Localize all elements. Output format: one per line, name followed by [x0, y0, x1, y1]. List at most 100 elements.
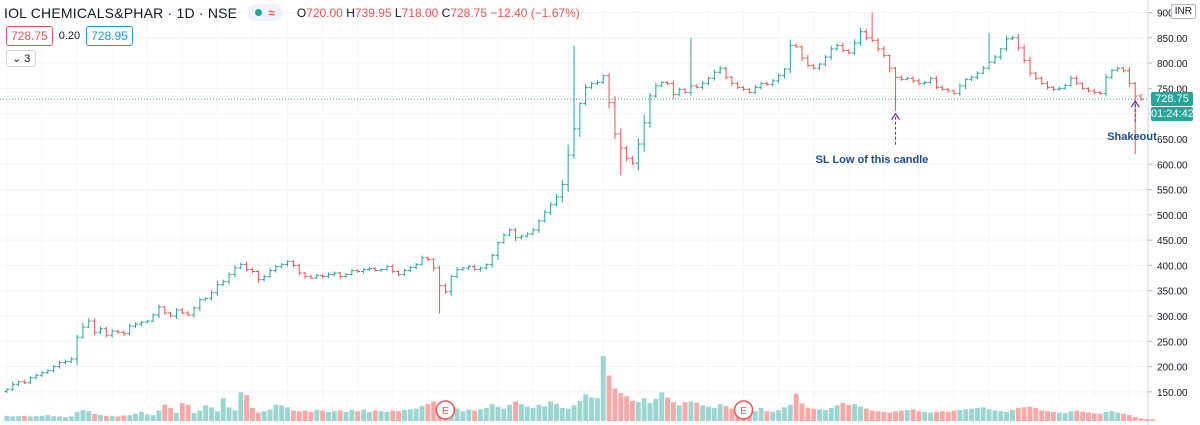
volume-bar [513, 401, 518, 421]
volume-bar [577, 400, 583, 421]
volume-bar [524, 406, 530, 421]
volume-bar [121, 415, 127, 421]
collapse-indicators-button[interactable]: ⌄ 3 [6, 50, 37, 67]
volume-bar [209, 407, 214, 421]
volume-bar [103, 415, 109, 421]
volume-bar [1015, 408, 1021, 421]
volume-bar [536, 404, 542, 421]
volume-bar [425, 404, 431, 421]
volume-bar [1115, 412, 1121, 421]
volume-bar [1103, 411, 1109, 421]
volume-bar [594, 398, 600, 421]
volume-bar [45, 415, 51, 421]
volume-bar [109, 416, 115, 421]
volume-bar [1091, 413, 1097, 421]
volume-bar [711, 408, 717, 421]
countdown-label: 01:24:42 [1151, 107, 1194, 122]
volume-bar [174, 412, 179, 421]
volume-bar [22, 415, 27, 421]
volume-bar [852, 404, 858, 421]
volume-bar [214, 411, 220, 421]
volume-bar [1126, 415, 1132, 421]
volume-bar [986, 409, 992, 421]
volume-bar [220, 398, 226, 421]
volume-bar [717, 404, 723, 421]
volume-bar [326, 411, 331, 421]
volume-bar [349, 409, 355, 421]
y-tick-label: 400.00 [1157, 261, 1188, 272]
volume-bar [285, 407, 290, 421]
volume-bar [179, 403, 185, 421]
volume-bar [51, 416, 57, 421]
volume-bar [764, 411, 770, 421]
approx-icon: ≈ [268, 5, 275, 20]
volume-bar [320, 410, 326, 421]
volume-bar [670, 402, 676, 421]
ohlc-values: O720.00 H739.95 L718.00 C728.75 −12.40 (… [296, 5, 580, 20]
volume-bar [600, 356, 606, 421]
volume-bar [881, 411, 887, 421]
volume-bar [688, 401, 694, 421]
y-tick-label: 800.00 [1157, 59, 1188, 70]
volume-bar [57, 416, 62, 421]
volume-bar [185, 404, 191, 421]
volume-bar [799, 403, 805, 421]
last-price-label: 728.75 [1151, 92, 1193, 107]
volume-bar [1062, 413, 1068, 421]
bid-price[interactable]: 728.75 [6, 26, 53, 46]
volume-bar [396, 411, 402, 421]
ask-price[interactable]: 728.95 [86, 26, 133, 46]
volume-bar [1010, 409, 1015, 421]
volume-bar [168, 408, 174, 421]
annotation-shakeout[interactable]: Shakeout [1107, 131, 1157, 144]
volume-bar [472, 410, 478, 421]
volume-bar [518, 404, 524, 421]
y-tick-label: 250.00 [1157, 337, 1188, 348]
volume-bar [255, 412, 261, 421]
volume-bar [723, 406, 729, 421]
volume-bar [390, 410, 396, 421]
volume-bar [1097, 413, 1103, 421]
market-status-badge[interactable]: ≈ [247, 4, 283, 21]
volume-bar [630, 400, 635, 421]
volume-bar [957, 409, 963, 421]
volume-bar [244, 395, 250, 421]
volume-bar [39, 415, 45, 421]
y-tick-label: 750.00 [1157, 84, 1188, 95]
volume-bar [331, 411, 337, 421]
volume-bar [729, 408, 735, 421]
volume-bar [583, 394, 589, 421]
volume-bar [402, 409, 407, 421]
volume-bar [226, 407, 232, 421]
volume-bar [191, 412, 197, 421]
volume-bar [1068, 411, 1074, 421]
annotation-sl-low[interactable]: SL Low of this candle [815, 153, 929, 166]
volume-bar [1027, 406, 1033, 421]
volume-bar [939, 411, 945, 421]
volume-bar [115, 416, 121, 421]
volume-bar [934, 411, 939, 421]
volume-bar [811, 408, 817, 421]
volume-bar [782, 407, 787, 421]
volume-bar [413, 408, 419, 421]
volume-bar [910, 409, 916, 421]
volume-bar [1144, 419, 1150, 421]
symbol-title[interactable]: IOL CHEMICALS&PHAR · 1D · NSE [4, 4, 238, 21]
volume-bar [372, 410, 378, 421]
volume-bar [483, 408, 489, 421]
volume-bar [951, 410, 957, 421]
volume-bar [144, 414, 150, 421]
volume-bar [916, 411, 922, 421]
volume-bar [904, 409, 910, 421]
volume-bar [156, 410, 162, 421]
volume-bar [33, 416, 39, 421]
volume-bar [770, 411, 776, 421]
volume-bar [1074, 410, 1080, 421]
volume-bar [992, 410, 998, 421]
y-tick-label: 300.00 [1157, 312, 1188, 323]
volume-bar [1086, 412, 1091, 421]
volume-bar [279, 405, 285, 421]
volume-bar [700, 405, 706, 421]
currency-label[interactable]: INR [1170, 4, 1196, 19]
